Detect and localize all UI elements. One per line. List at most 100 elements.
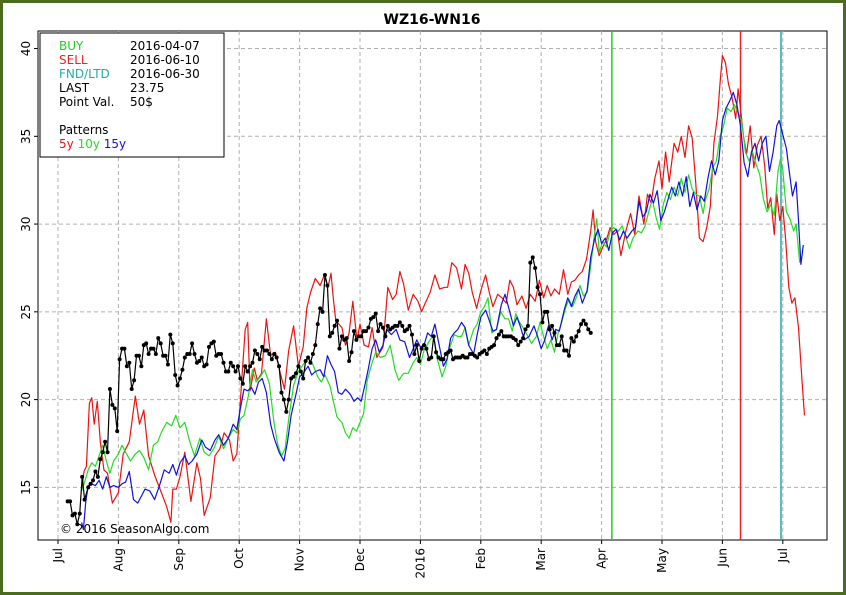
price-point: [110, 402, 115, 407]
price-point: [151, 346, 156, 351]
price-point: [431, 334, 436, 339]
price-point: [359, 334, 364, 339]
price-point: [252, 348, 257, 353]
price-point: [397, 320, 402, 325]
price-point: [516, 343, 521, 348]
price-point: [429, 355, 434, 360]
price-point: [197, 358, 202, 363]
price-point: [93, 469, 98, 474]
price-point: [257, 357, 262, 362]
price-point: [349, 350, 354, 355]
price-point: [115, 429, 120, 434]
price-point: [306, 355, 311, 360]
price-point: [332, 323, 337, 328]
price-point: [417, 358, 422, 363]
price-point: [566, 353, 571, 358]
price-point: [380, 325, 385, 330]
price-point: [564, 348, 569, 353]
price-point: [448, 348, 453, 353]
price-point: [523, 327, 528, 332]
price-point: [274, 355, 279, 360]
y-tick-label: 15: [19, 480, 33, 495]
y-tick-label: 40: [19, 41, 33, 56]
price-point: [569, 336, 574, 341]
price-point: [228, 360, 233, 365]
price-point: [127, 360, 132, 365]
price-point: [122, 346, 127, 351]
x-tick-label: Nov: [293, 548, 307, 571]
x-tick-label: Jun: [715, 548, 729, 568]
price-point: [175, 383, 180, 388]
price-point: [235, 364, 240, 369]
x-tick-label: Feb: [474, 548, 488, 569]
price-point: [192, 351, 197, 356]
info-label: Point Val.: [59, 95, 114, 109]
price-point: [75, 522, 80, 527]
price-point: [482, 348, 487, 353]
info-value: 2016-06-10: [130, 53, 200, 67]
price-point: [199, 355, 204, 360]
x-tick-label: Apr: [595, 548, 609, 569]
price-point: [298, 369, 303, 374]
price-point: [204, 362, 209, 367]
price-point: [153, 351, 158, 356]
price-point: [301, 376, 306, 381]
price-point: [574, 334, 579, 339]
price-point: [68, 499, 73, 504]
price-point: [571, 339, 576, 344]
chart-title: WZ16-WN16: [384, 12, 481, 28]
price-point: [296, 364, 301, 369]
price-point: [335, 318, 340, 323]
x-tick-label: Jul: [51, 548, 65, 563]
price-point: [146, 351, 151, 356]
price-point: [540, 320, 545, 325]
price-point: [330, 330, 335, 335]
price-point: [165, 362, 170, 367]
price-point: [286, 397, 291, 402]
price-point: [158, 341, 163, 346]
copyright-text: © 2016 SeasonAlgo.com: [60, 522, 209, 536]
price-point: [371, 315, 376, 320]
price-point: [124, 364, 129, 369]
info-value: 50$: [130, 95, 153, 109]
price-point: [339, 334, 344, 339]
price-point: [581, 318, 586, 323]
price-point: [412, 351, 417, 356]
price-point: [583, 322, 588, 327]
price-point: [82, 497, 87, 502]
price-point: [226, 369, 231, 374]
price-point: [434, 350, 439, 355]
price-point: [557, 343, 562, 348]
price-point: [528, 260, 533, 265]
patterns-legend: 5y 10y 15y: [59, 137, 126, 151]
y-tick-label: 35: [19, 129, 33, 144]
price-point: [537, 292, 542, 297]
price-point: [385, 323, 390, 328]
price-point: [513, 337, 518, 342]
y-tick-labels: 15 20 25 30 35 40: [19, 41, 33, 495]
price-point: [535, 285, 540, 290]
event-lines: [611, 31, 782, 540]
price-point: [72, 511, 77, 516]
price-point: [284, 409, 289, 414]
price-point: [395, 323, 400, 328]
price-point: [77, 511, 82, 516]
price-point: [552, 330, 557, 335]
price-point: [103, 439, 108, 444]
pattern-10y: 10y: [74, 137, 100, 151]
price-point: [559, 334, 564, 339]
price-point: [105, 450, 110, 455]
price-point: [373, 311, 378, 316]
pattern-5y: 5y: [59, 137, 74, 151]
x-tick-label: Aug: [111, 548, 125, 571]
price-point: [364, 329, 369, 334]
price-point: [409, 332, 414, 337]
pattern-15y: 15y: [100, 137, 126, 151]
price-point: [518, 339, 523, 344]
price-point: [238, 376, 243, 381]
price-point: [255, 351, 260, 356]
info-label: LAST: [59, 81, 90, 95]
price-point: [245, 369, 250, 374]
price-point: [550, 323, 555, 328]
price-point: [272, 351, 277, 356]
